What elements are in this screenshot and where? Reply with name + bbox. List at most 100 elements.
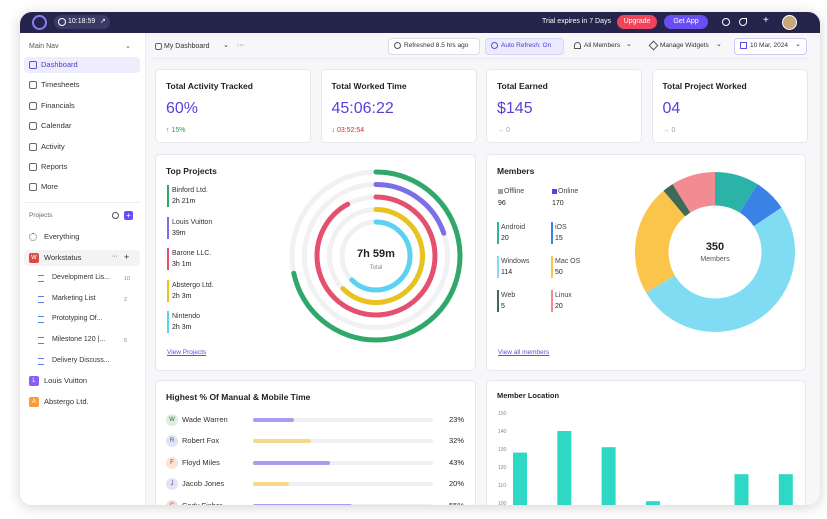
chevron[interactable]: ⌄: [716, 41, 722, 48]
bar-track: [253, 418, 433, 422]
nav-item[interactable]: Reports: [41, 162, 68, 171]
members-icon: [574, 42, 581, 49]
project-name[interactable]: Louis Vuitton: [44, 376, 88, 386]
nav-item[interactable]: Activity: [41, 141, 65, 151]
y-tick-label: 150: [498, 411, 507, 417]
nav-item[interactable]: More: [41, 182, 59, 192]
platform-bar: [551, 256, 553, 278]
project-name[interactable]: Abstergo Ltd.: [44, 396, 89, 406]
view-members-link[interactable]: View all members: [498, 349, 550, 356]
chevron[interactable]: ⌄: [223, 42, 229, 49]
list-name[interactable]: Prototyping Of...: [52, 315, 103, 323]
avatar: R: [166, 435, 178, 448]
percent: 55%: [424, 501, 464, 505]
bar: [253, 503, 352, 505]
refresh-pill[interactable]: [388, 38, 480, 55]
avatar: C: [166, 499, 178, 505]
bar: [253, 439, 311, 444]
nav-icon: [29, 142, 37, 151]
more-menu[interactable]: ···: [237, 42, 244, 49]
charts-layer: 7h 59m Total 350 Members 150 140 130 120 110…: [289, 169, 795, 505]
stat-value: 60%: [166, 100, 199, 117]
y-tick-label: 140: [498, 429, 507, 435]
project-color-bar: [167, 311, 169, 334]
sidebar: [20, 33, 146, 505]
platform-name: Web: [501, 292, 516, 299]
project-color-bar: [167, 216, 169, 239]
members-total-label: Members: [700, 256, 730, 263]
nav-icon: [29, 163, 37, 171]
member-name: Jacob Jones: [182, 479, 225, 489]
avatar[interactable]: [782, 15, 797, 30]
logo[interactable]: [32, 15, 47, 30]
project-name: Binford Ltd.: [172, 187, 208, 194]
ring-arc: [289, 169, 463, 343]
avatar: W: [166, 414, 178, 426]
nav-item[interactable]: Calendar: [41, 121, 72, 131]
app-window: 10:18:59 ↗ Trial expires in 7 Days Upgra…: [20, 12, 820, 505]
list-name[interactable]: Development Lis...: [52, 274, 110, 282]
bar: [513, 452, 527, 505]
list-name[interactable]: Delivery Discuss...: [52, 356, 110, 364]
bar-track: [253, 482, 433, 487]
list-icon: [38, 295, 44, 303]
platform-value: 20: [501, 235, 509, 242]
list-name[interactable]: Milestone 120 |...: [52, 336, 106, 343]
platform-value: 15: [555, 235, 563, 242]
manage-widgets[interactable]: Manage Widgets: [660, 42, 709, 49]
project-add[interactable]: +: [124, 251, 130, 262]
nav-item[interactable]: Dashboard: [41, 60, 78, 69]
donut-segment: [635, 172, 795, 332]
timer-pill[interactable]: [54, 15, 110, 29]
add-project[interactable]: +: [124, 211, 133, 220]
auto-refresh: Auto Refresh: On: [501, 42, 552, 49]
project-more[interactable]: ···: [111, 252, 118, 260]
expand-icon[interactable]: ↗: [100, 18, 106, 25]
stat-card: [320, 69, 477, 143]
theme-icon[interactable]: [739, 18, 747, 26]
add-icon[interactable]: +: [763, 15, 769, 26]
nav-item[interactable]: Financials: [41, 100, 75, 110]
bar: [253, 418, 295, 422]
bar: [253, 482, 289, 487]
ring-arc: [314, 194, 438, 318]
avatar: F: [166, 456, 178, 469]
project-name: Abstergo Ltd.: [172, 281, 214, 289]
card-title: Members: [497, 166, 535, 176]
percent: 43%: [448, 457, 464, 467]
project-time: 2h 21m: [172, 198, 196, 205]
chevron[interactable]: ⌄: [125, 43, 131, 50]
members-filter[interactable]: All Members: [584, 42, 621, 49]
project-name[interactable]: Workstatus: [44, 252, 82, 262]
nav-icon: [29, 122, 37, 131]
project-name[interactable]: Everything: [44, 232, 80, 241]
view-projects-link[interactable]: View Projects: [167, 349, 207, 356]
chevron[interactable]: ⌄: [795, 41, 801, 48]
list-name[interactable]: Marketing List: [52, 294, 96, 302]
platform-name: iOS: [555, 224, 567, 231]
project-color-bar: [167, 185, 169, 207]
bar: [734, 474, 749, 505]
project-time: 39m: [172, 229, 186, 237]
projects-title: Projects: [29, 212, 53, 219]
stat-value: 45:06:22: [331, 100, 394, 117]
project-color-bar: [167, 279, 169, 302]
list-icon: [38, 357, 44, 365]
auto-refresh-pill[interactable]: [485, 38, 564, 55]
date-pill[interactable]: [734, 38, 807, 55]
project-time: 2h 3m: [172, 324, 192, 332]
bar-track: [253, 439, 433, 444]
upgrade-button[interactable]: Upgrade: [617, 15, 657, 29]
status-dot: [498, 189, 503, 194]
chevron[interactable]: ⌄: [626, 41, 632, 48]
get-app-button[interactable]: Get App: [664, 15, 708, 29]
nav-active-bg: [24, 57, 140, 73]
section-title: Main Nav: [29, 43, 59, 50]
platform-bar: [497, 222, 499, 244]
status-value: 96: [498, 200, 506, 207]
help-icon[interactable]: [722, 18, 730, 26]
card-title: Highest % Of Manual & Mobile Time: [166, 392, 311, 402]
stat-change: → 0: [662, 127, 676, 134]
nav-item[interactable]: Timesheets: [41, 80, 80, 90]
search-icon[interactable]: [112, 212, 119, 219]
